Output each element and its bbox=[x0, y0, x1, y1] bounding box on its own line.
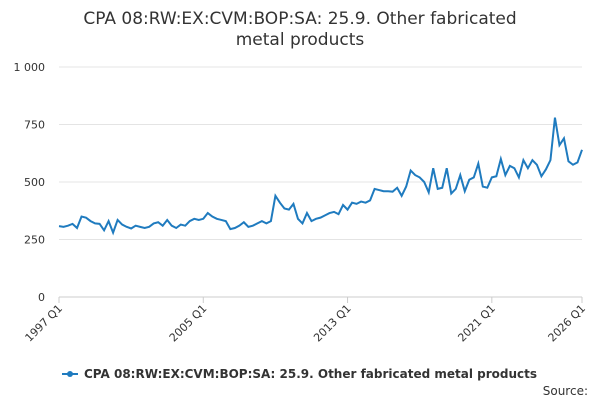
x-tick-label: 2013 Q1 bbox=[311, 302, 354, 345]
y-tick-label: 250 bbox=[24, 234, 45, 247]
series-line bbox=[58, 117, 583, 236]
y-tick-label: 0 bbox=[38, 291, 45, 304]
legend-label: CPA 08:RW:EX:CVM:BOP:SA: 25.9. Other fab… bbox=[84, 367, 537, 381]
x-tick-label: 1997 Q1 bbox=[23, 302, 66, 345]
chart-title: CPA 08:RW:EX:CVM:BOP:SA: 25.9. Other fab… bbox=[83, 9, 516, 50]
source: Source: bbox=[543, 384, 588, 398]
y-tick-label: 750 bbox=[24, 119, 45, 132]
legend-marker bbox=[67, 371, 73, 377]
y-tick-label: 1 000 bbox=[14, 61, 46, 74]
x-tick-label: 2026 Q1 bbox=[546, 302, 589, 345]
y-tick-label: 500 bbox=[24, 176, 45, 189]
x-tick-label: 2021 Q1 bbox=[455, 302, 498, 345]
x-tick-label: 2005 Q1 bbox=[167, 302, 210, 345]
